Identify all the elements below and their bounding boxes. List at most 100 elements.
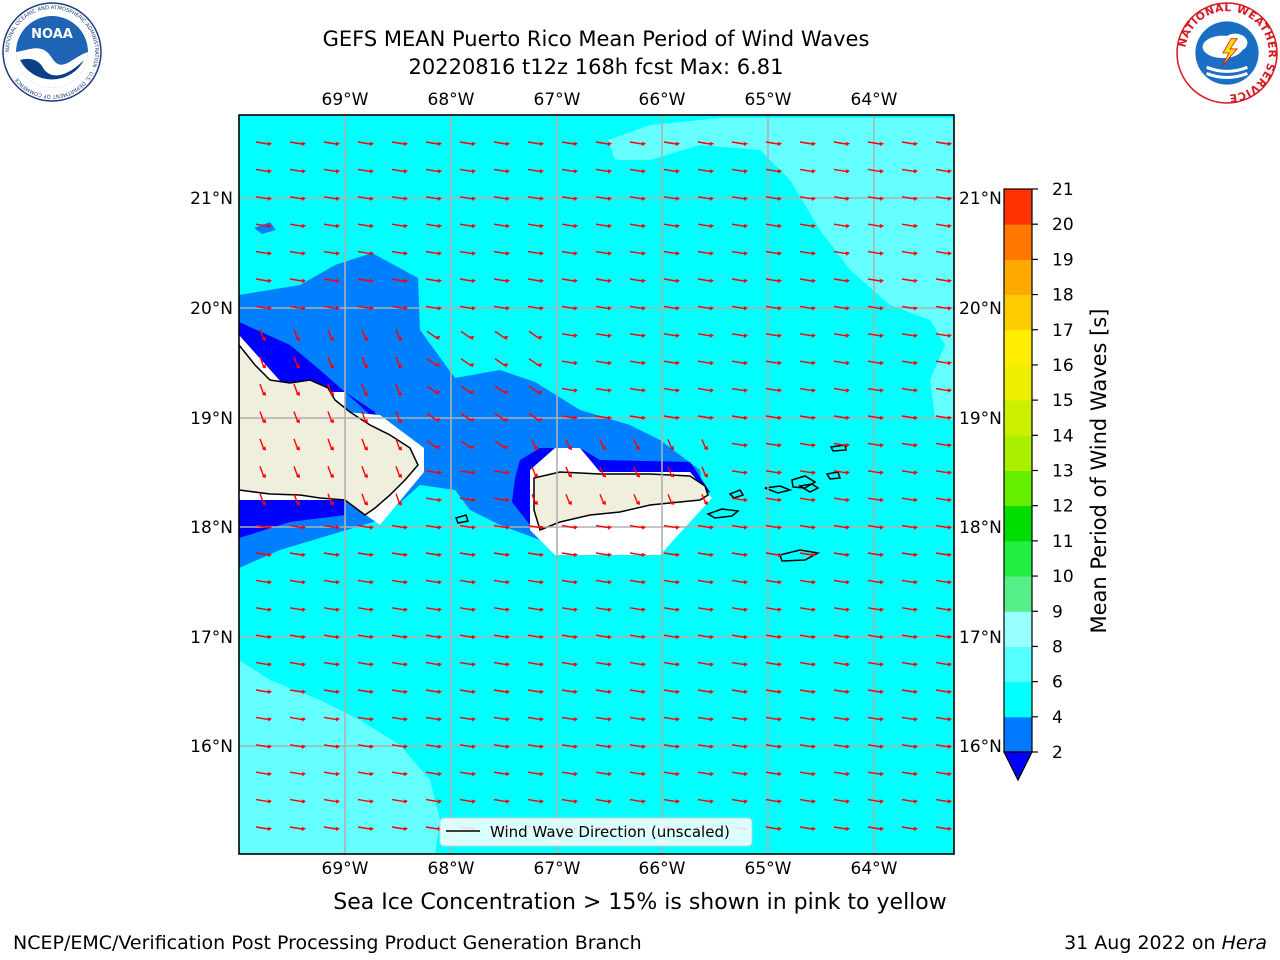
wave-arrow xyxy=(293,438,301,451)
colorbar-tick-label: 14 xyxy=(1052,426,1074,446)
wave-arrow xyxy=(565,466,573,478)
wave-arrow xyxy=(561,141,578,147)
colorbar-segment xyxy=(1004,259,1032,296)
wave-arrow xyxy=(323,305,340,311)
wave-arrow xyxy=(935,250,952,256)
wave-arrow xyxy=(765,826,782,832)
wave-arrow xyxy=(323,278,340,284)
wave-arrow xyxy=(765,497,782,503)
wave-arrow xyxy=(867,716,884,722)
wave-arrow xyxy=(663,223,680,229)
map-area xyxy=(239,115,954,854)
wave-arrow xyxy=(561,798,578,804)
wave-arrow xyxy=(867,360,884,366)
wave-arrow xyxy=(629,661,646,667)
legend-label: Wind Wave Direction (unscaled) xyxy=(490,823,730,841)
wave-arrow xyxy=(425,661,442,667)
wave-arrow xyxy=(765,524,782,530)
wave-arrow xyxy=(697,196,714,201)
wave-arrow xyxy=(663,141,680,147)
wave-arrow xyxy=(595,607,612,612)
wave-arrow xyxy=(528,385,543,395)
wave-arrow xyxy=(629,223,646,229)
wave-arrow xyxy=(527,552,544,558)
wave-arrow xyxy=(289,552,306,558)
wave-arrow xyxy=(633,439,641,451)
wave-arrow xyxy=(697,360,714,366)
wave-arrow xyxy=(595,387,612,393)
wave-arrow xyxy=(561,168,578,174)
wave-arrow xyxy=(901,771,918,777)
lat-label-right: 19°N xyxy=(959,409,1002,429)
wave-arrow xyxy=(361,493,369,506)
wave-arrow xyxy=(259,356,267,369)
ocean-fill-6-8-southwest xyxy=(239,660,440,854)
wave-arrow xyxy=(391,196,408,201)
wave-arrow xyxy=(867,305,884,311)
wave-arrow xyxy=(323,798,340,804)
wave-arrow xyxy=(289,771,306,777)
wave-arrow xyxy=(395,329,403,342)
wave-arrow xyxy=(357,552,374,558)
wave-arrow xyxy=(629,250,646,256)
wave-arrow xyxy=(629,360,646,366)
wave-arrow xyxy=(701,493,709,506)
wave-arrow xyxy=(663,579,680,585)
wave-arrow xyxy=(493,552,510,558)
wave-arrow xyxy=(765,141,782,147)
wave-arrow xyxy=(731,497,748,503)
colorbar-tick-label: 2 xyxy=(1052,743,1063,763)
colorbar-segment xyxy=(1004,611,1032,647)
lat-label-left: 19°N xyxy=(190,409,233,429)
wave-arrow xyxy=(629,771,646,777)
wave-arrow xyxy=(425,771,442,777)
wave-arrow xyxy=(493,716,510,722)
wave-arrow xyxy=(494,440,509,450)
wave-arrow xyxy=(731,524,748,530)
wave-arrow xyxy=(391,716,408,722)
wave-arrow xyxy=(663,415,680,421)
wave-arrow xyxy=(765,661,782,667)
lat-label-left: 17°N xyxy=(190,628,233,648)
wave-arrow xyxy=(493,196,510,201)
wave-arrow xyxy=(395,493,403,506)
wave-arrow xyxy=(323,716,340,722)
wave-arrow xyxy=(663,744,680,749)
wave-arrow xyxy=(867,415,884,421)
wave-arrow xyxy=(935,689,952,695)
gridlines xyxy=(239,115,954,854)
island-anegada xyxy=(829,444,847,452)
wave-arrow xyxy=(663,250,680,256)
wave-arrow xyxy=(561,524,578,530)
wave-arrow xyxy=(697,661,714,667)
wave-arrow xyxy=(867,250,884,256)
wave-arrow xyxy=(731,360,748,366)
wave-arrow xyxy=(833,497,850,503)
wave-arrow xyxy=(731,278,748,284)
wave-arrow xyxy=(799,168,816,174)
wave-arrow xyxy=(493,798,510,804)
wave-arrow xyxy=(935,305,952,311)
island-st-croix xyxy=(779,549,821,562)
wave-arrow xyxy=(633,466,641,478)
wave-arrow xyxy=(527,798,544,804)
wave-arrow xyxy=(527,771,544,777)
wave-arrow xyxy=(425,744,442,749)
wave-arrow xyxy=(731,333,748,338)
lat-label-left: 20°N xyxy=(190,299,233,319)
wave-arrow xyxy=(255,196,272,201)
wave-arrow xyxy=(663,661,680,667)
wave-arrow xyxy=(289,798,306,804)
wave-arrow xyxy=(765,415,782,421)
wave-arrow xyxy=(833,579,850,585)
wave-arrow xyxy=(493,278,510,284)
wave-arrow xyxy=(255,771,272,777)
wave-arrow xyxy=(901,689,918,695)
wave-arrow xyxy=(901,442,918,448)
wave-arrow xyxy=(935,168,952,174)
svg-text:NOAA: NOAA xyxy=(31,27,73,42)
wave-arrow xyxy=(731,442,748,448)
wave-arrow xyxy=(289,223,306,229)
island-vieques xyxy=(706,508,740,519)
wave-arrow xyxy=(561,333,578,338)
